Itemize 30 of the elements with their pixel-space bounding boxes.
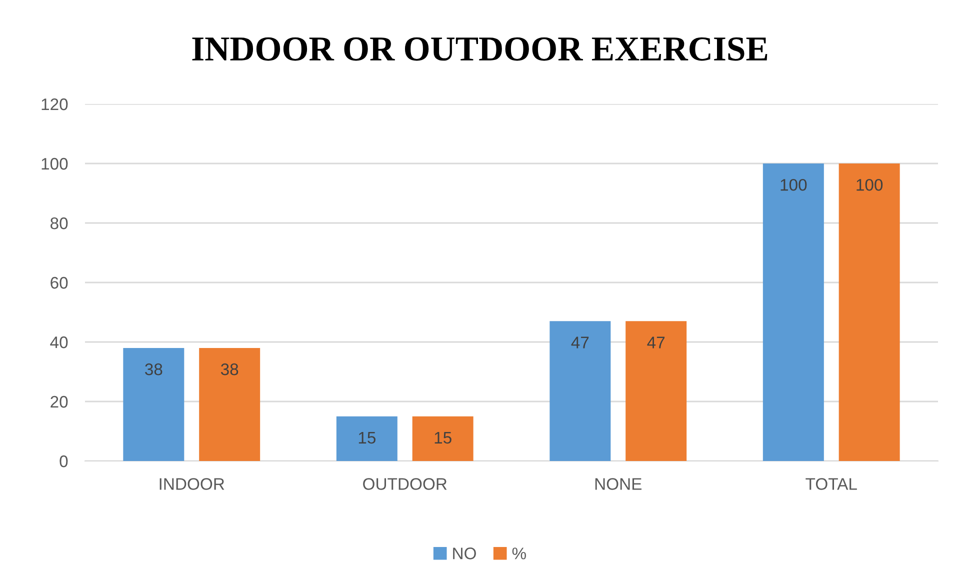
y-tick-label: 100	[42, 158, 68, 170]
x-tick-label: TOTAL	[806, 478, 857, 490]
bar	[412, 416, 474, 461]
data-label: 15	[434, 432, 452, 444]
bar	[123, 348, 184, 461]
data-label: 47	[647, 336, 665, 348]
y-tick-label: 20	[50, 396, 68, 408]
chart-title: INDOOR OR OUTDOOR EXERCISE	[192, 37, 768, 61]
bar	[550, 321, 611, 461]
data-label: 47	[571, 336, 589, 348]
y-tick-label: 40	[50, 336, 68, 348]
y-tick-label: 60	[50, 276, 68, 289]
data-label: 100	[780, 178, 807, 191]
legend-label: NO	[453, 548, 476, 560]
x-tick-label: INDOOR	[160, 478, 224, 490]
bar	[626, 321, 687, 461]
data-label: 38	[145, 363, 162, 376]
bar	[838, 164, 900, 461]
y-tick-label: 120	[42, 98, 68, 110]
bar	[199, 348, 260, 461]
x-tick-label: OUTDOOR	[363, 478, 447, 490]
data-label: 38	[220, 363, 238, 376]
x-tick-label: NONE	[595, 478, 642, 490]
bar	[336, 416, 398, 461]
bar	[762, 164, 824, 461]
data-label: 100	[856, 178, 883, 191]
data-label: 15	[358, 432, 376, 444]
y-tick-label: 0	[60, 455, 68, 468]
y-tick-label: 80	[50, 217, 68, 230]
legend-label: %	[512, 548, 526, 560]
